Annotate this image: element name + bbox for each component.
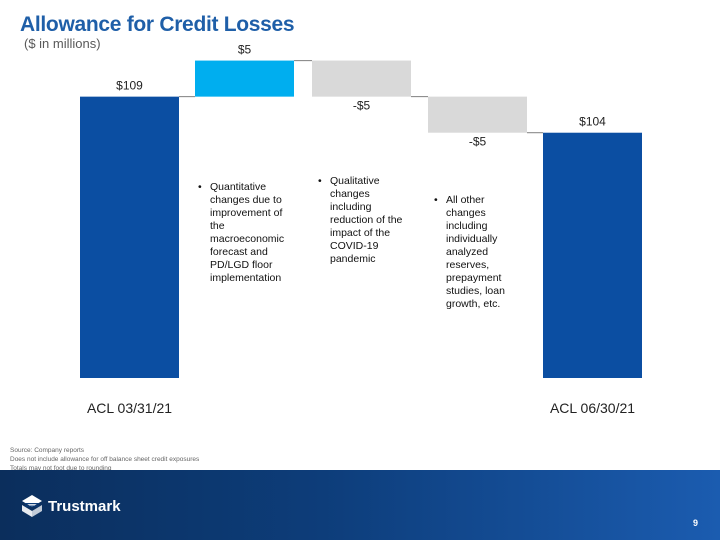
bar-decrease bbox=[312, 60, 411, 97]
trustmark-logo-icon bbox=[22, 495, 42, 517]
footnote: Does not include allowance for off balan… bbox=[10, 456, 200, 463]
value-label: $109 bbox=[116, 79, 143, 93]
waterfall-chart: $109 $5 -$5 -$5 $104 ACL 03/31/21 ACL 06/30/21 bbox=[80, 43, 642, 416]
annotation-text: All other changes including individually… bbox=[446, 194, 505, 310]
page-title: Allowance for Credit Losses bbox=[20, 13, 295, 36]
footnote: Source: Company reports bbox=[10, 447, 85, 454]
value-label: -$5 bbox=[353, 99, 371, 113]
value-label: -$5 bbox=[469, 135, 487, 149]
category-label: ACL 06/30/21 bbox=[550, 400, 635, 416]
bar-total bbox=[543, 132, 642, 378]
annotation-other: • All other changes including individual… bbox=[434, 194, 514, 311]
value-label: $5 bbox=[238, 43, 252, 57]
bar-decrease bbox=[428, 96, 527, 133]
bar-total bbox=[80, 96, 179, 379]
page-number: 9 bbox=[692, 518, 698, 528]
footnotes: Source: Company reports Does not include… bbox=[10, 446, 199, 473]
annotation-quantitative: • Quantitative changes due to improvemen… bbox=[198, 181, 293, 285]
category-label: ACL 03/31/21 bbox=[87, 400, 172, 416]
bullet-icon: • bbox=[318, 175, 322, 187]
footnote: Totals may not foot due to rounding bbox=[10, 465, 112, 472]
annotation-text: Qualitative changes including reduction … bbox=[330, 175, 403, 265]
logo-text: Trustmark bbox=[48, 497, 121, 515]
bar-increase bbox=[195, 60, 294, 97]
annotation-qualitative: • Qualitative changes including reductio… bbox=[318, 175, 408, 266]
footer-band: Trustmark 9 bbox=[0, 470, 720, 540]
page-subtitle: ($ in millions) bbox=[24, 36, 101, 51]
bullet-icon: • bbox=[434, 194, 438, 206]
value-label: $104 bbox=[579, 115, 606, 129]
company-logo: Trustmark bbox=[20, 492, 121, 520]
bullet-icon: • bbox=[198, 181, 202, 193]
annotation-text: Quantitative changes due to improvement … bbox=[210, 181, 285, 284]
